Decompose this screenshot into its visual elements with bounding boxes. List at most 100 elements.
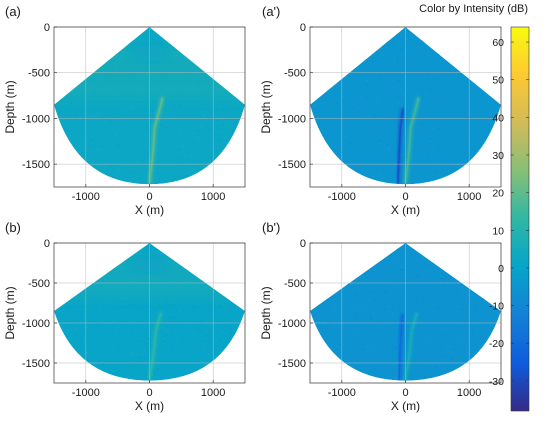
speckle (138, 33, 141, 36)
speckle (342, 67, 345, 70)
speckle (75, 37, 78, 39)
speckle (171, 335, 174, 337)
speckle (98, 312, 101, 315)
x-tick-label: -1000 (72, 191, 100, 203)
speckle (180, 167, 183, 169)
speckle (227, 349, 230, 351)
speckle (396, 354, 399, 356)
speckle (65, 259, 68, 261)
speckle (205, 334, 208, 337)
speckle (458, 121, 461, 123)
speckle (316, 147, 319, 149)
speckle (410, 360, 413, 362)
speckle (205, 267, 208, 269)
speckle (369, 350, 372, 352)
speckle (216, 261, 219, 263)
speckle (331, 111, 334, 113)
speckle (62, 371, 65, 373)
speckle (434, 90, 437, 93)
colorbar-tick-label: 50 (492, 75, 504, 87)
speckle (190, 332, 193, 334)
speckle (391, 309, 394, 311)
speckle (476, 248, 479, 251)
speckle (56, 263, 59, 265)
speckle (135, 175, 138, 177)
speckle (478, 277, 481, 279)
speckle (377, 83, 380, 85)
speckle (320, 273, 323, 275)
speckle (190, 131, 194, 134)
speckle (150, 374, 154, 376)
speckle (143, 368, 146, 370)
speckle (376, 82, 379, 84)
speckle (360, 316, 363, 318)
speckle (330, 82, 334, 84)
speckle (403, 294, 406, 297)
speckle (226, 83, 229, 85)
speckle (488, 185, 490, 186)
speckle (448, 110, 452, 113)
speckle (85, 42, 89, 44)
speckle (346, 133, 349, 135)
speckle (155, 104, 158, 107)
speckle (376, 97, 379, 99)
speckle (128, 32, 131, 34)
speckle (59, 341, 62, 344)
speckle (478, 133, 482, 135)
speckle (67, 273, 70, 275)
speckle (223, 33, 227, 35)
speckle (93, 164, 97, 166)
speckle (103, 323, 107, 325)
speckle (369, 290, 373, 293)
speckle (82, 168, 86, 171)
speckle (495, 359, 499, 361)
speckle (169, 317, 172, 319)
speckle (105, 183, 108, 185)
speckle (379, 170, 382, 172)
speckle (458, 292, 461, 295)
speckle (234, 332, 237, 334)
speckle (218, 179, 221, 181)
speckle (332, 272, 335, 274)
speckle (493, 313, 497, 315)
speckle (475, 314, 478, 317)
speckle (55, 159, 58, 161)
speckle (229, 331, 232, 334)
speckle (486, 185, 488, 186)
speckle (78, 38, 81, 41)
speckle (471, 154, 474, 156)
speckle (201, 336, 205, 338)
speckle (421, 40, 424, 42)
speckle (123, 345, 127, 347)
speckle (314, 56, 317, 58)
speckle (442, 265, 445, 267)
speckle (128, 153, 131, 155)
speckle (132, 374, 135, 376)
speckle (410, 182, 414, 184)
speckle (239, 373, 242, 375)
speckle (169, 332, 173, 334)
speckle (145, 169, 148, 172)
speckle (483, 120, 486, 122)
speckle (382, 105, 385, 107)
speckle (83, 180, 86, 182)
speckle (321, 67, 325, 69)
speckle (399, 170, 402, 173)
chart-panel: (a') -1000 0 1000 0 -500 -1000 -1500 X (m) Depth … (259, 4, 502, 217)
speckle (389, 179, 393, 181)
speckle (456, 109, 459, 112)
speckle (178, 323, 181, 325)
speckle (240, 96, 243, 98)
speckle (227, 33, 230, 35)
speckle (119, 128, 122, 130)
speckle (320, 103, 324, 105)
speckle (200, 255, 203, 257)
speckle (338, 136, 341, 138)
speckle (364, 250, 367, 252)
speckle (243, 356, 245, 358)
speckle (401, 27, 405, 30)
speckle (354, 295, 357, 297)
speckle (427, 263, 431, 265)
speckle (472, 161, 475, 163)
speckle (196, 129, 199, 131)
